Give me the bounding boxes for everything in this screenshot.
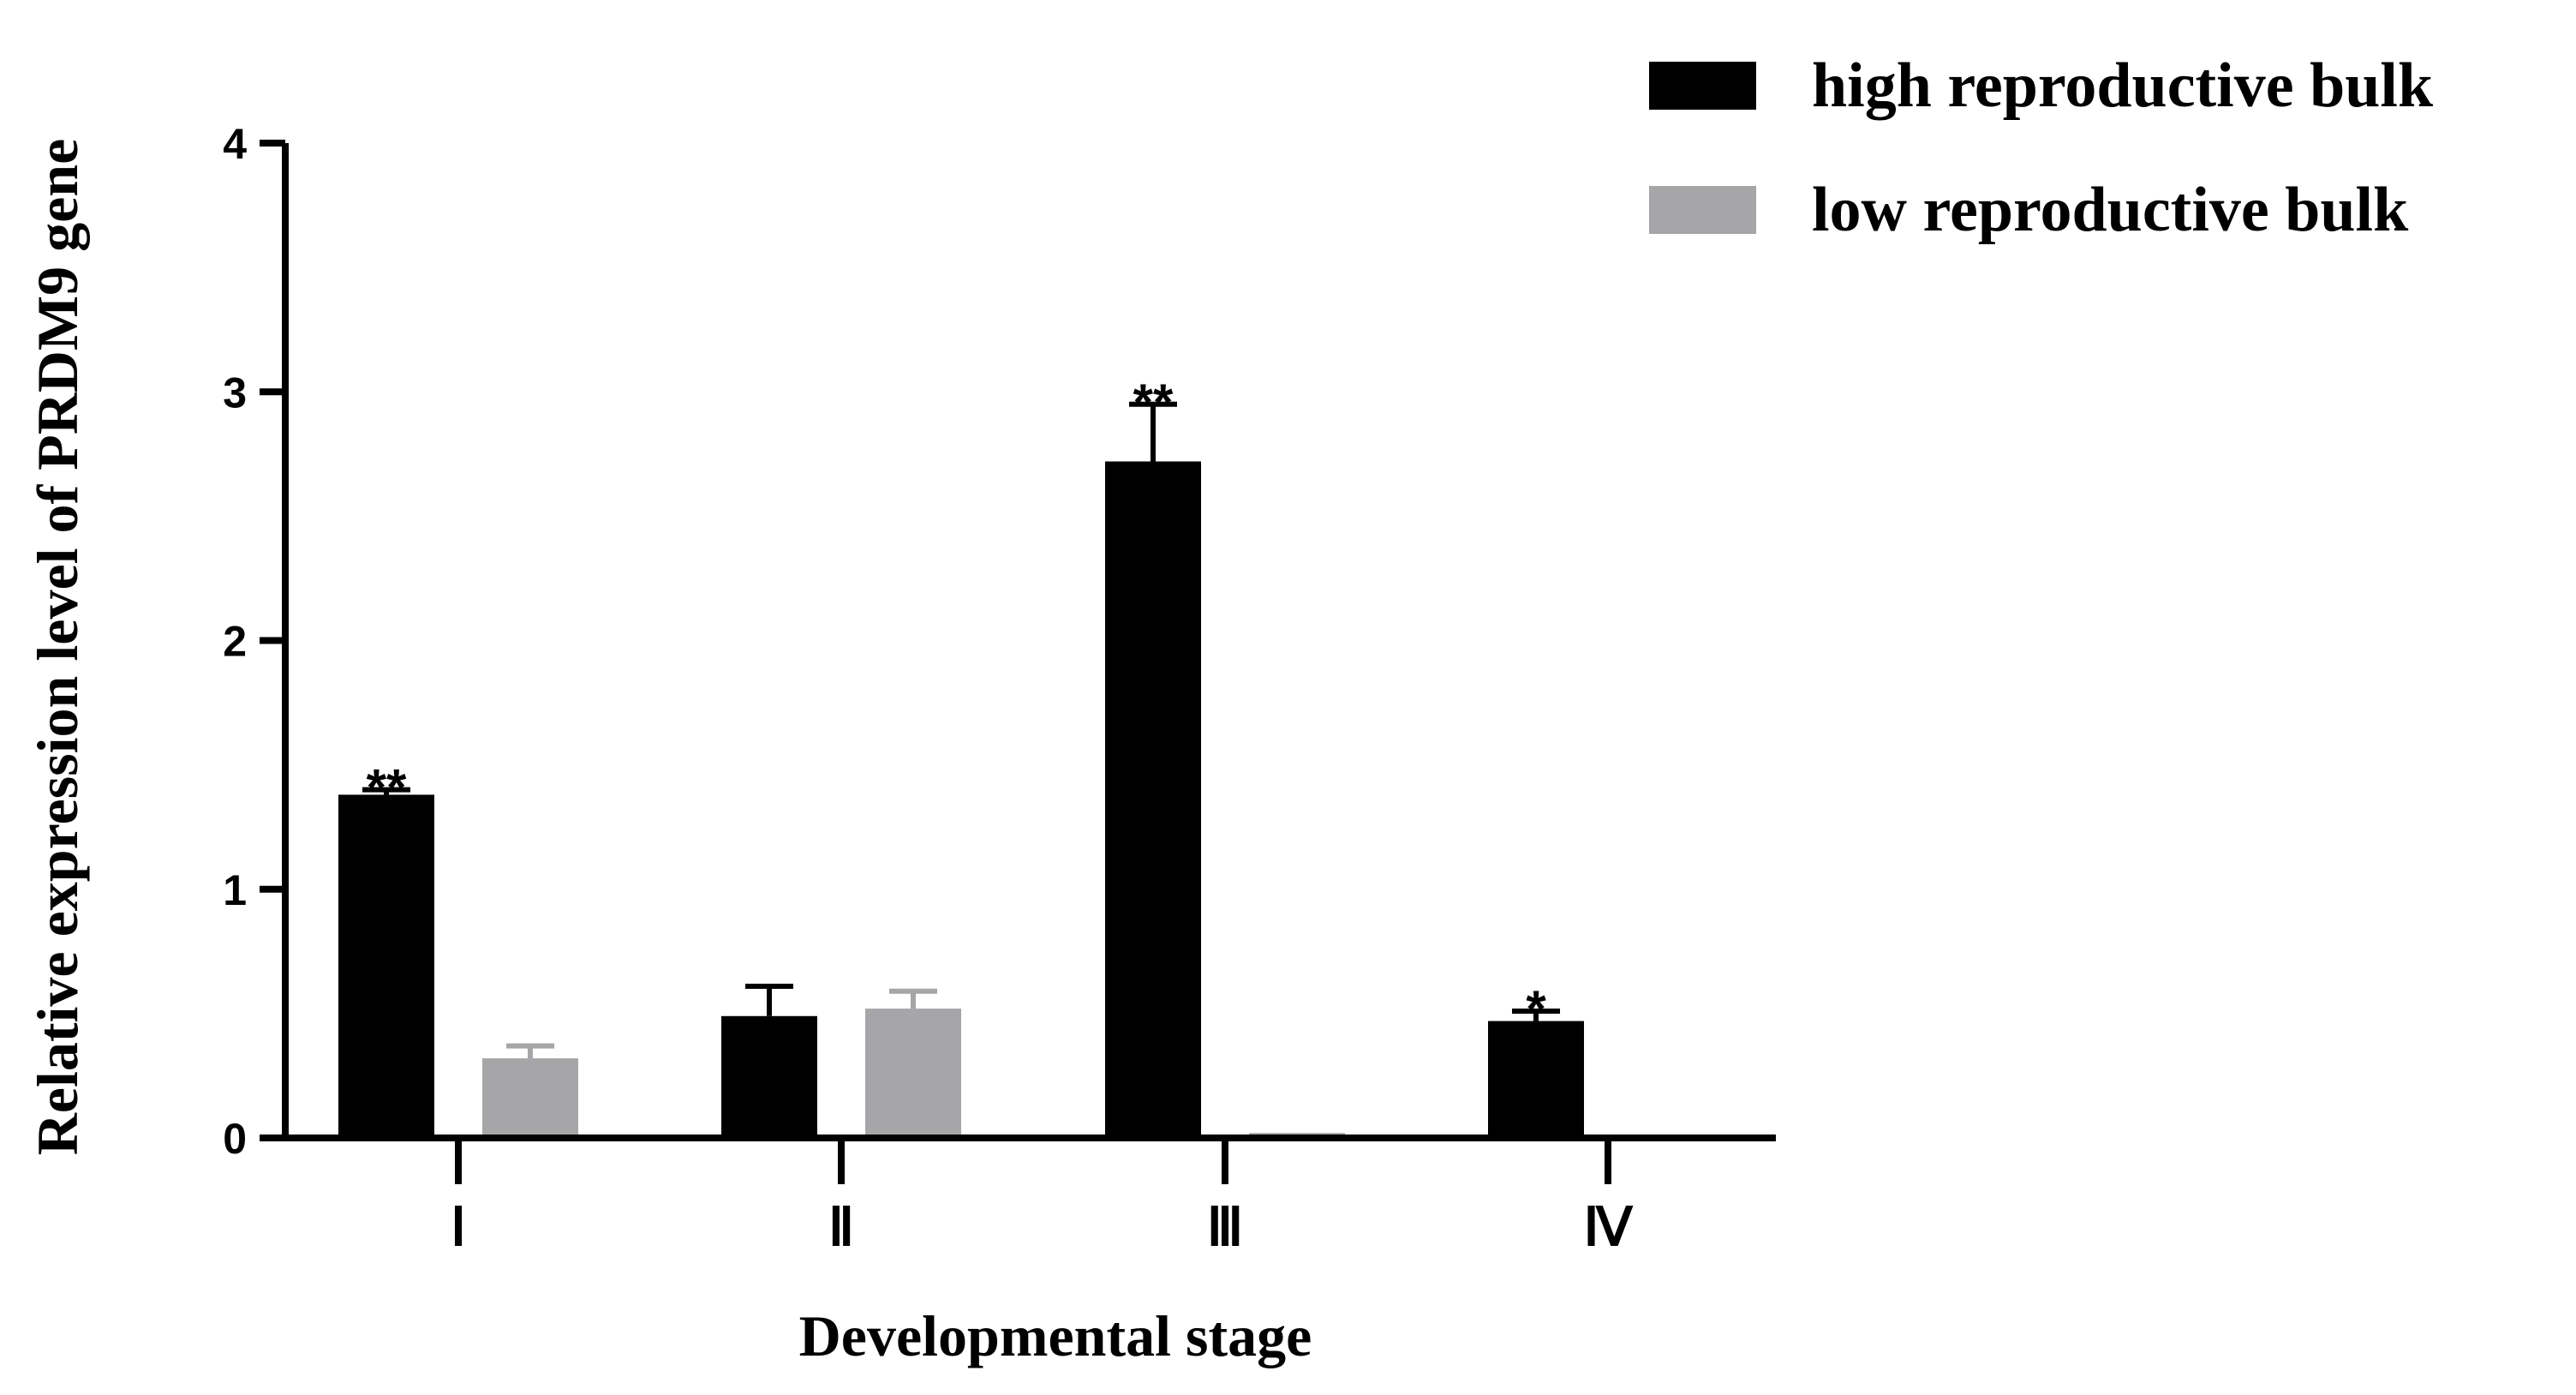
- x-axis-title: Developmental stage: [799, 1303, 1312, 1368]
- x-ticks: Ⅰ Ⅱ Ⅲ Ⅳ: [451, 1138, 1634, 1257]
- x-tick-label: Ⅳ: [1583, 1199, 1634, 1257]
- significance-label: **: [1133, 374, 1174, 431]
- x-tick-label: Ⅱ: [828, 1199, 855, 1257]
- high-bulk-bar: [1488, 1021, 1584, 1138]
- legend: high reproductive bulk low reproductive b…: [1649, 51, 2434, 245]
- x-tick-label: Ⅲ: [1207, 1199, 1244, 1257]
- y-tick-label: 0: [223, 1115, 247, 1163]
- high-bulk-bar: [338, 794, 434, 1138]
- y-ticks: 0 1 2 3 4: [223, 120, 285, 1163]
- legend-label: high reproductive bulk: [1812, 51, 2434, 121]
- legend-label: low reproductive bulk: [1812, 175, 2409, 245]
- y-tick-label: 2: [223, 618, 247, 666]
- low-bulk-bar: [482, 1058, 578, 1138]
- low-bulk-bar: [865, 1009, 961, 1138]
- significance-label: *: [1526, 980, 1546, 1038]
- significance-label: **: [367, 759, 407, 817]
- x-tick-label: Ⅰ: [451, 1199, 466, 1257]
- high-bulk-bar: [1105, 461, 1201, 1138]
- y-tick-label: 4: [223, 120, 247, 168]
- legend-swatch: [1649, 62, 1756, 110]
- high-bulk-bar: [721, 1015, 817, 1138]
- axes-layer: [282, 143, 1776, 1141]
- y-axis-title: Relative expression level of PRDM9 gene: [25, 139, 90, 1156]
- y-tick-label: 1: [223, 866, 247, 914]
- y-tick-label: 3: [223, 368, 247, 416]
- legend-swatch: [1649, 186, 1756, 234]
- bars-layer: *****: [338, 374, 1584, 1138]
